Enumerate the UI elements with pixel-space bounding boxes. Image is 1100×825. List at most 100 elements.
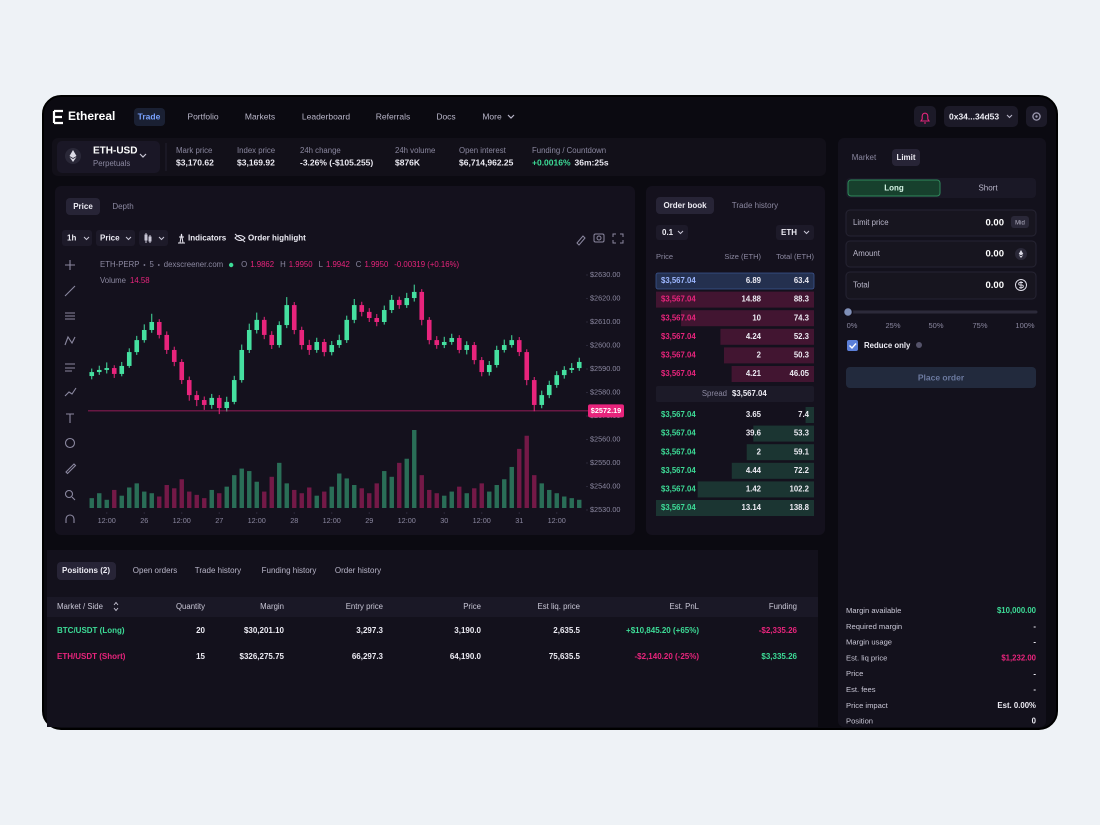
order-price[interactable]: $3,567.04 [661, 295, 696, 304]
order-price[interactable]: $3,567.04 [661, 313, 696, 322]
nav-link[interactable]: Docs [436, 111, 455, 121]
tab[interactable]: Limit [896, 153, 915, 162]
slider-label[interactable]: 100% [1015, 321, 1035, 330]
volume-bar [479, 483, 484, 508]
input-box[interactable] [845, 240, 1037, 268]
tool-icon[interactable] [576, 235, 586, 246]
candle-body [479, 360, 485, 373]
field-value[interactable]: 0.00 [986, 249, 1005, 260]
slider-label[interactable]: 75% [972, 321, 987, 330]
candle-body [246, 329, 252, 350]
order-total: 7.4 [798, 410, 810, 419]
tab[interactable]: Price [73, 202, 93, 211]
volume-bar [547, 489, 552, 508]
info-icon[interactable] [916, 342, 922, 348]
order-price[interactable]: $3,567.04 [661, 410, 696, 419]
slider-knob[interactable] [842, 306, 854, 318]
depth-bar [753, 425, 814, 442]
field-value[interactable]: 0.00 [986, 280, 1005, 291]
volume-bar [532, 475, 537, 508]
slider-label[interactable]: 25% [885, 321, 900, 330]
drawing-tool[interactable] [64, 437, 76, 449]
checkbox-label[interactable]: Reduce only [864, 341, 911, 350]
order-size: 3.65 [746, 410, 762, 419]
slider-label[interactable]: 0% [847, 321, 858, 330]
interval-select[interactable] [62, 230, 92, 246]
tab[interactable]: Trade history [195, 566, 241, 575]
wallet-button[interactable] [944, 106, 1018, 127]
summary-label: Est. liq price [846, 653, 887, 662]
drawing-tool[interactable] [65, 260, 75, 270]
order-price[interactable]: $3,567.04 [661, 466, 696, 475]
tab[interactable]: Positions (2) [62, 566, 110, 575]
side-tab[interactable]: Short [978, 184, 998, 193]
volume-bar [314, 495, 319, 508]
drawing-tool[interactable] [65, 363, 75, 372]
candle-body [89, 372, 95, 377]
order-highlight-button[interactable]: Order highlight [248, 234, 306, 243]
nav-link[interactable]: More [482, 111, 502, 121]
nav-link[interactable]: Portfolio [187, 111, 218, 121]
checkbox[interactable] [847, 340, 858, 351]
badge-text[interactable]: Mid [1015, 221, 1025, 227]
step-select[interactable] [656, 225, 688, 240]
legend-text: H [280, 260, 286, 269]
volume-bar [442, 495, 447, 508]
side-tab[interactable]: Long [884, 184, 904, 193]
order-price[interactable]: $3,567.04 [661, 276, 696, 285]
notifications-button[interactable] [914, 106, 936, 127]
unit-select[interactable] [776, 225, 814, 240]
tab[interactable]: Order history [335, 566, 381, 575]
order-price[interactable]: $3,567.04 [661, 429, 696, 438]
input-box[interactable] [845, 209, 1037, 237]
tab[interactable]: Market [852, 153, 877, 162]
candle-body [561, 369, 567, 376]
button-label[interactable]: Place order [918, 372, 965, 382]
drawing-tool[interactable] [64, 489, 76, 501]
place-order-button[interactable] [846, 367, 1036, 388]
candle-body [576, 361, 582, 369]
drawing-tool[interactable] [64, 335, 76, 346]
drawing-tool[interactable] [66, 413, 74, 423]
fullscreen-icon[interactable] [612, 233, 624, 244]
indicators-button[interactable]: Indicators [188, 234, 227, 243]
order-size: 4.21 [746, 369, 762, 378]
screenshot-icon[interactable] [593, 233, 605, 243]
input-box[interactable] [845, 271, 1037, 300]
order-price[interactable]: $3,567.04 [661, 484, 696, 493]
nav-link[interactable]: Markets [245, 111, 275, 121]
drawing-tool[interactable] [65, 312, 75, 320]
tab[interactable]: Trade history [732, 201, 778, 210]
sort-icon[interactable] [113, 601, 119, 612]
badge[interactable] [1011, 216, 1029, 228]
nav-link[interactable]: Trade [138, 111, 161, 121]
wallet-address[interactable]: 0x34...34d53 [949, 111, 999, 121]
nav-link[interactable]: Leaderboard [302, 111, 350, 121]
order-price[interactable]: $3,567.04 [661, 503, 696, 512]
volume-bar [172, 488, 177, 508]
market-selector[interactable] [57, 141, 160, 173]
tab[interactable]: Funding history [262, 566, 317, 575]
field-value[interactable]: 0.00 [986, 218, 1005, 229]
candle-body [501, 345, 507, 350]
table-cell: -$2,140.20 (-25%) [635, 652, 700, 661]
drawing-tool[interactable] [64, 285, 76, 297]
order-price[interactable]: $3,567.04 [661, 332, 696, 341]
x-tick-label: 26 [140, 516, 148, 525]
tab[interactable]: Open orders [133, 566, 177, 575]
order-price[interactable]: $3,567.04 [661, 369, 696, 378]
table-cell: 15 [196, 652, 205, 661]
slider-label[interactable]: 50% [928, 321, 943, 330]
tab[interactable]: Depth [112, 202, 133, 211]
order-price[interactable]: $3,567.04 [661, 350, 696, 359]
chart-panel [55, 186, 635, 535]
drawing-tool[interactable] [64, 387, 77, 397]
stat-label: Index price [237, 146, 275, 155]
drawing-tool[interactable] [65, 463, 77, 475]
status-dot [228, 262, 234, 268]
price-type-select[interactable] [96, 230, 135, 246]
tab[interactable]: Order book [663, 201, 707, 210]
drawing-tool[interactable] [65, 514, 75, 523]
order-price[interactable]: $3,567.04 [661, 447, 696, 456]
nav-link[interactable]: Referrals [376, 111, 410, 121]
